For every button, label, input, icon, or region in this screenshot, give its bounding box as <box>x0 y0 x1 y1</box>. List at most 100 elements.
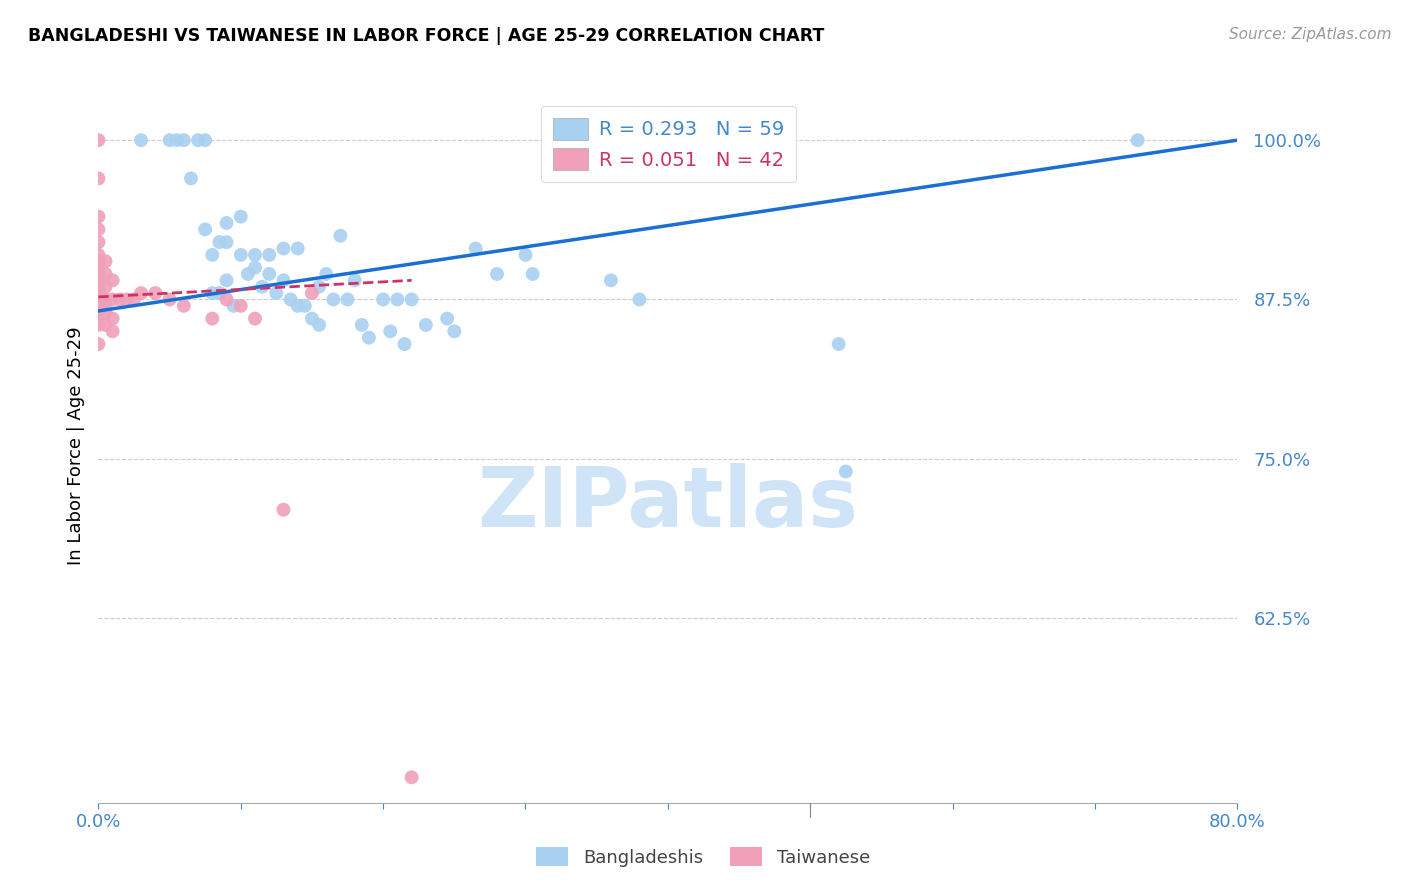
Point <box>266 286 288 301</box>
Point <box>180 171 202 186</box>
Point <box>401 770 423 784</box>
Point <box>108 293 131 307</box>
Point <box>273 242 295 256</box>
Point <box>287 242 309 256</box>
Point <box>243 260 266 275</box>
Point <box>173 299 195 313</box>
Point <box>87 273 110 287</box>
Point <box>308 279 330 293</box>
Point <box>828 337 851 351</box>
Point <box>308 318 330 332</box>
Point <box>229 248 252 262</box>
Point <box>87 235 110 249</box>
Point <box>87 260 110 275</box>
Point <box>215 216 238 230</box>
Point <box>464 242 486 256</box>
Point <box>415 318 437 332</box>
Point <box>301 286 323 301</box>
Point <box>357 331 380 345</box>
Point <box>101 273 124 287</box>
Point <box>87 267 110 281</box>
Point <box>443 324 465 338</box>
Point <box>280 293 302 307</box>
Point <box>515 248 537 262</box>
Legend: Bangladeshis, Taiwanese: Bangladeshis, Taiwanese <box>529 840 877 874</box>
Point <box>315 267 337 281</box>
Point <box>87 222 110 236</box>
Point <box>201 311 224 326</box>
Point <box>436 311 458 326</box>
Point <box>394 337 416 351</box>
Point <box>215 235 238 249</box>
Point <box>373 293 395 307</box>
Point <box>122 293 145 307</box>
Point <box>250 279 273 293</box>
Point <box>187 133 209 147</box>
Point <box>600 273 623 287</box>
Point <box>173 133 195 147</box>
Point <box>1126 133 1149 147</box>
Point <box>94 254 117 268</box>
Point <box>87 171 110 186</box>
Point <box>329 228 352 243</box>
Point <box>87 299 110 313</box>
Point <box>94 305 117 319</box>
Point <box>87 210 110 224</box>
Point <box>87 337 110 351</box>
Point <box>301 311 323 326</box>
Point <box>145 286 167 301</box>
Point <box>243 248 266 262</box>
Point <box>94 299 117 313</box>
Point <box>94 318 117 332</box>
Point <box>201 248 224 262</box>
Point <box>208 235 231 249</box>
Point <box>87 318 110 332</box>
Point <box>259 248 281 262</box>
Point <box>273 502 295 516</box>
Point <box>194 133 217 147</box>
Point <box>87 305 110 319</box>
Point <box>87 286 110 301</box>
Text: BANGLADESHI VS TAIWANESE IN LABOR FORCE | AGE 25-29 CORRELATION CHART: BANGLADESHI VS TAIWANESE IN LABOR FORCE … <box>28 27 824 45</box>
Y-axis label: In Labor Force | Age 25-29: In Labor Force | Age 25-29 <box>66 326 84 566</box>
Point <box>401 293 423 307</box>
Point <box>94 267 117 281</box>
Point <box>486 267 509 281</box>
Point <box>129 133 152 147</box>
Point <box>229 210 252 224</box>
Point <box>259 267 281 281</box>
Point <box>87 311 110 326</box>
Point <box>380 324 402 338</box>
Point <box>129 286 152 301</box>
Point <box>201 286 224 301</box>
Point <box>115 293 138 307</box>
Point <box>159 293 181 307</box>
Point <box>194 222 217 236</box>
Point <box>287 299 309 313</box>
Point <box>87 248 110 262</box>
Point <box>336 293 359 307</box>
Point <box>94 293 117 307</box>
Point <box>835 465 858 479</box>
Point <box>387 293 409 307</box>
Point <box>87 133 110 147</box>
Text: ZIPatlas: ZIPatlas <box>478 463 858 543</box>
Point <box>350 318 373 332</box>
Point <box>87 279 110 293</box>
Point <box>87 254 110 268</box>
Point <box>522 267 544 281</box>
Point <box>273 273 295 287</box>
Point <box>222 299 245 313</box>
Point <box>215 273 238 287</box>
Point <box>159 133 181 147</box>
Point <box>101 293 124 307</box>
Point <box>322 293 344 307</box>
Point <box>215 293 238 307</box>
Point <box>236 267 259 281</box>
Point <box>294 299 316 313</box>
Point <box>208 286 231 301</box>
Legend: R = 0.293   N = 59, R = 0.051   N = 42: R = 0.293 N = 59, R = 0.051 N = 42 <box>541 106 796 182</box>
Text: Source: ZipAtlas.com: Source: ZipAtlas.com <box>1229 27 1392 42</box>
Point <box>94 279 117 293</box>
Point <box>101 311 124 326</box>
